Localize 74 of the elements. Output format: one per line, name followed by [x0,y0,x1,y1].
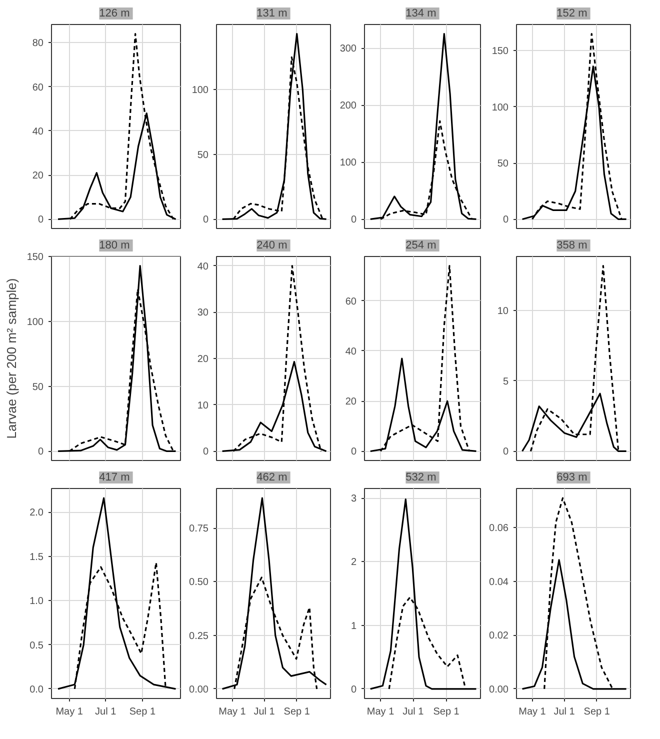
chart-title: 240 m [256,240,288,252]
y-tick-label: 1.0 [30,596,44,608]
chart-title: 417 m [99,472,130,484]
y-tick-label: 30 [197,308,209,319]
chart-title: 152 m [556,8,588,20]
chart-title: 180 m [99,240,130,252]
x-tick-label: May 1 [366,706,395,718]
y-tick-label: 80 [32,38,44,50]
y-tick-label: 0.25 [189,630,209,642]
y-tick-label: 0 [502,446,509,458]
y-tick-label: 2 [350,557,357,568]
y-tick-label: 0 [202,214,209,226]
y-tick-label: 50 [197,150,209,161]
y-tick-label: 0.02 [489,630,509,642]
y-tick-label: 150 [492,46,509,58]
y-tick-label: 60 [345,296,357,308]
y-tick-label: 300 [340,44,357,55]
y-tick-label: 3 [350,494,357,505]
y-tick-label: 0 [202,446,209,458]
x-tick-label: Sep 1 [584,706,610,718]
y-tick-label: 60 [32,82,44,94]
y-tick-label: 40 [32,126,44,138]
y-tick-label: 0.50 [189,577,209,588]
y-tick-label: 0.06 [489,523,509,534]
y-tick-label: 20 [345,396,357,408]
y-tick-label: 0 [350,214,357,226]
y-tick-label: 0.75 [189,524,209,535]
y-tick-label: 100 [340,158,357,169]
y-tick-label: 0 [502,214,509,226]
y-tick-label: 1 [350,620,357,632]
y-tick-label: 50 [32,382,44,393]
y-tick-label: 50 [497,158,509,170]
y-tick-label: 200 [340,100,357,112]
y-tick-label: 0.0 [30,684,44,696]
x-tick-label: Jul 1 [254,706,276,718]
y-tick-label: 0 [38,214,44,226]
chart-title: 254 m [406,240,436,252]
y-tick-label: 150 [26,252,44,264]
y-tick-label: 100 [192,85,209,96]
chart-title: 693 m [556,472,588,484]
y-tick-label: 0 [350,446,357,458]
x-tick-label: Jul 1 [95,706,117,718]
y-tick-label: 0 [38,446,44,458]
chart-title: 532 m [406,472,436,484]
y-tick-label: 0.5 [30,640,44,652]
y-tick-label: 5 [502,376,509,388]
y-tick-label: 40 [345,346,357,358]
x-tick-label: May 1 [518,706,546,718]
y-tick-label: 10 [497,306,509,318]
chart-title: 358 m [556,240,588,252]
chart-title: 126 m [99,8,130,20]
y-tick-label: 0.00 [489,684,509,696]
y-tick-label: 40 [197,261,209,272]
x-tick-label: Sep 1 [129,706,156,718]
y-tick-label: 0 [350,684,357,696]
chart-title: 134 m [406,8,436,20]
y-tick-label: 10 [197,400,209,412]
x-tick-label: Sep 1 [433,706,460,718]
chart-title: 131 m [256,8,288,20]
y-tick-label: 20 [32,170,44,182]
x-tick-label: Sep 1 [284,706,310,718]
x-tick-label: Jul 1 [554,706,576,718]
y-tick-label: 2.0 [30,508,44,519]
y-tick-label: 0.00 [189,684,209,696]
y-axis-title: Larvae (per 200 m² sample) [4,278,19,439]
x-tick-label: Jul 1 [402,706,424,718]
chart-title: 462 m [256,472,288,484]
y-tick-label: 100 [492,102,509,114]
y-tick-label: 0.04 [489,576,509,588]
y-tick-label: 20 [197,354,209,365]
y-tick-label: 1.5 [30,552,44,563]
y-tick-label: 100 [26,317,44,328]
x-tick-label: May 1 [218,706,246,718]
x-tick-label: May 1 [56,706,84,718]
